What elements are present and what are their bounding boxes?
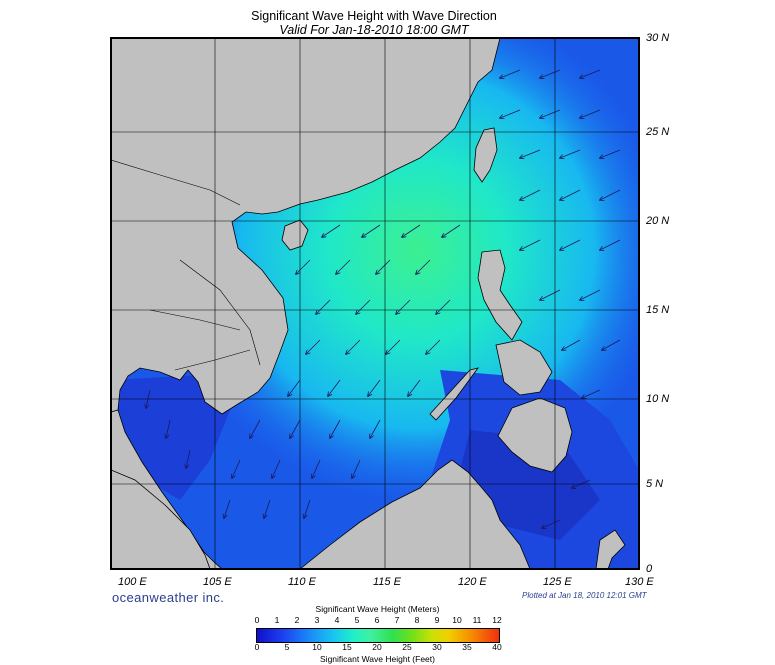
palawan-island: [429, 367, 479, 421]
colorbar-tick-label: 8: [414, 615, 420, 625]
sulawesi-island: [595, 529, 626, 569]
colorbar-tick-label: 3: [314, 615, 320, 625]
lon-label: 105 E: [203, 576, 232, 588]
lat-label: 30 N: [646, 32, 670, 44]
graticule: [111, 38, 639, 569]
colorbar-tick-label: 9: [434, 615, 440, 625]
colorbar-tick-label: 20: [372, 642, 382, 652]
lon-label: 100 E: [118, 576, 147, 588]
colorbar-tick-label: 0: [254, 642, 260, 652]
colorbar-title-feet: Significant Wave Height (Feet): [320, 654, 435, 664]
borneo-island: [299, 459, 531, 569]
colorbar-tick-label: 6: [374, 615, 380, 625]
visayas-islands: [495, 339, 553, 396]
colorbar: [256, 628, 500, 643]
colorbar-tick-label: 12: [492, 615, 502, 625]
valid-time-subtitle: Valid For Jan-18-2010 18:00 GMT: [279, 23, 469, 37]
lon-label: 110 E: [288, 576, 316, 588]
lat-label: 5 N: [646, 478, 664, 490]
plotted-timestamp: Plotted at Jan 18, 2010 12:01 GMT: [522, 591, 647, 600]
map-frame: [110, 37, 640, 570]
colorbar-tick-label: 10: [312, 642, 322, 652]
mindanao-island: [497, 397, 573, 473]
colorbar-tick-label: 1: [274, 615, 280, 625]
colorbar-tick-label: 5: [284, 642, 290, 652]
oceanweather-brand: oceanweather inc.: [112, 590, 225, 605]
lat-label: 25 N: [646, 126, 670, 138]
lon-label: 115 E: [373, 576, 401, 588]
lon-label: 120 E: [458, 576, 487, 588]
colorbar-tick-label: 10: [452, 615, 462, 625]
colorbar-tick-label: 40: [492, 642, 502, 652]
lat-label: 20 N: [646, 215, 670, 227]
colorbar-tick-label: 0: [254, 615, 260, 625]
colorbar-tick-label: 7: [394, 615, 400, 625]
colorbar-tick-label: 35: [462, 642, 472, 652]
lat-label: 15 N: [646, 304, 670, 316]
lon-label: 130 E: [625, 576, 654, 588]
colorbar-tick-label: 15: [342, 642, 352, 652]
lat-label: 10 N: [646, 393, 670, 405]
luzon-island: [477, 249, 523, 341]
colorbar-tick-label: 5: [354, 615, 360, 625]
colorbar-tick-label: 2: [294, 615, 300, 625]
colorbar-tick-label: 30: [432, 642, 442, 652]
colorbar-tick-label: 25: [402, 642, 412, 652]
colorbar-title-meters: Significant Wave Height (Meters): [315, 604, 440, 614]
wave-direction-arrows: [146, 69, 621, 528]
colorbar-tick-label: 11: [472, 615, 482, 625]
lon-label: 125 E: [543, 576, 572, 588]
colorbar-tick-label: 4: [334, 615, 340, 625]
lat-label: 0: [646, 563, 653, 575]
taiwan-island: [473, 127, 498, 183]
map-title: Significant Wave Height with Wave Direct…: [251, 9, 497, 23]
